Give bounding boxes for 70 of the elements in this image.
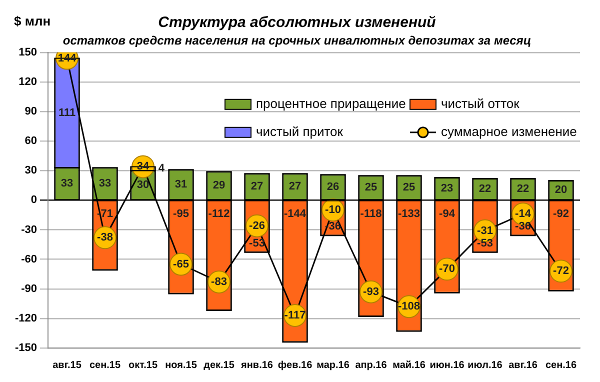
y-tick-label: 30 (24, 164, 38, 177)
chart-subtitle: остатков средств населения на срочных инвалютных депозитах за месяц (62, 34, 532, 48)
data-label: 27 (288, 180, 302, 193)
data-label: -72 (553, 265, 569, 278)
data-label: -112 (208, 208, 230, 220)
x-tick-label: мар.16 (316, 360, 350, 371)
data-label: 23 (440, 182, 454, 195)
data-label: 25 (364, 182, 378, 194)
data-label: -118 (360, 208, 382, 220)
y-tick-label: -60 (21, 253, 38, 266)
data-label: 22 (516, 183, 530, 196)
data-label: 111 (58, 107, 76, 120)
x-tick-label: дек.15 (204, 360, 235, 371)
y-tick-label: 120 (18, 76, 38, 88)
data-label: -53 (249, 237, 265, 250)
data-label: -133 (398, 208, 420, 220)
y-tick-label: -90 (21, 282, 38, 295)
x-tick-label: фев.16 (278, 360, 313, 371)
legend-label: чистый отток (441, 96, 520, 111)
data-label: 22 (478, 183, 492, 196)
y-tick-label: 150 (18, 46, 38, 58)
y-tick-label: 0 (30, 194, 38, 206)
y-tick-label: 60 (24, 135, 38, 148)
x-tick-label: окт.15 (128, 360, 158, 371)
x-tick-label: янв.16 (241, 360, 274, 371)
x-tick-label: июн.16 (430, 360, 465, 371)
data-label: -31 (477, 224, 493, 237)
data-label: 27 (250, 180, 264, 193)
data-label: 25 (402, 182, 416, 194)
x-tick-label: авг.16 (508, 360, 538, 371)
data-label: -70 (439, 263, 455, 276)
data-label: -83 (211, 276, 227, 288)
x-tick-label: июл.16 (468, 360, 503, 371)
x-tick-label: ноя.15 (165, 360, 198, 371)
data-label: -144 (284, 208, 307, 220)
data-label: 4 (158, 162, 166, 175)
data-label: 33 (60, 178, 74, 190)
x-tick-label: сен.15 (89, 360, 121, 371)
x-tick-label: авг.15 (52, 360, 82, 371)
data-label: -36 (515, 220, 531, 233)
data-label: 20 (554, 184, 568, 196)
data-label: -53 (477, 237, 493, 250)
data-label: -10 (325, 204, 341, 216)
x-tick-label: май.16 (392, 360, 426, 371)
data-label: 33 (98, 178, 112, 190)
chart-title: Структура абсолютных изменений (158, 14, 436, 32)
data-label: -14 (515, 208, 532, 220)
data-label: 26 (326, 181, 340, 194)
data-label: 31 (174, 178, 188, 191)
y-tick-label: -30 (21, 224, 38, 236)
x-tick-label: сен.16 (545, 360, 577, 371)
legend-label: процентное приращение (256, 96, 406, 111)
y-tick-label: 90 (24, 106, 38, 118)
data-label: -26 (249, 220, 265, 232)
legend-label: чистый приток (256, 124, 344, 139)
y-tick-label: -150 (14, 342, 38, 354)
y-tick-label: -120 (14, 312, 38, 324)
data-label: -92 (553, 208, 569, 220)
data-label: -95 (173, 208, 189, 220)
x-tick-label: апр.16 (355, 360, 388, 371)
legend-label: суммарное изменение (441, 124, 577, 139)
data-label: -93 (363, 286, 379, 298)
data-label: -108 (398, 300, 420, 313)
data-label: -117 (284, 310, 306, 322)
data-label: -94 (439, 208, 456, 220)
data-label: 30 (136, 179, 150, 192)
y-axis-title: $ млн (14, 14, 51, 29)
data-label: -38 (97, 232, 113, 244)
data-label: 29 (212, 180, 226, 192)
data-label: -65 (173, 258, 189, 270)
